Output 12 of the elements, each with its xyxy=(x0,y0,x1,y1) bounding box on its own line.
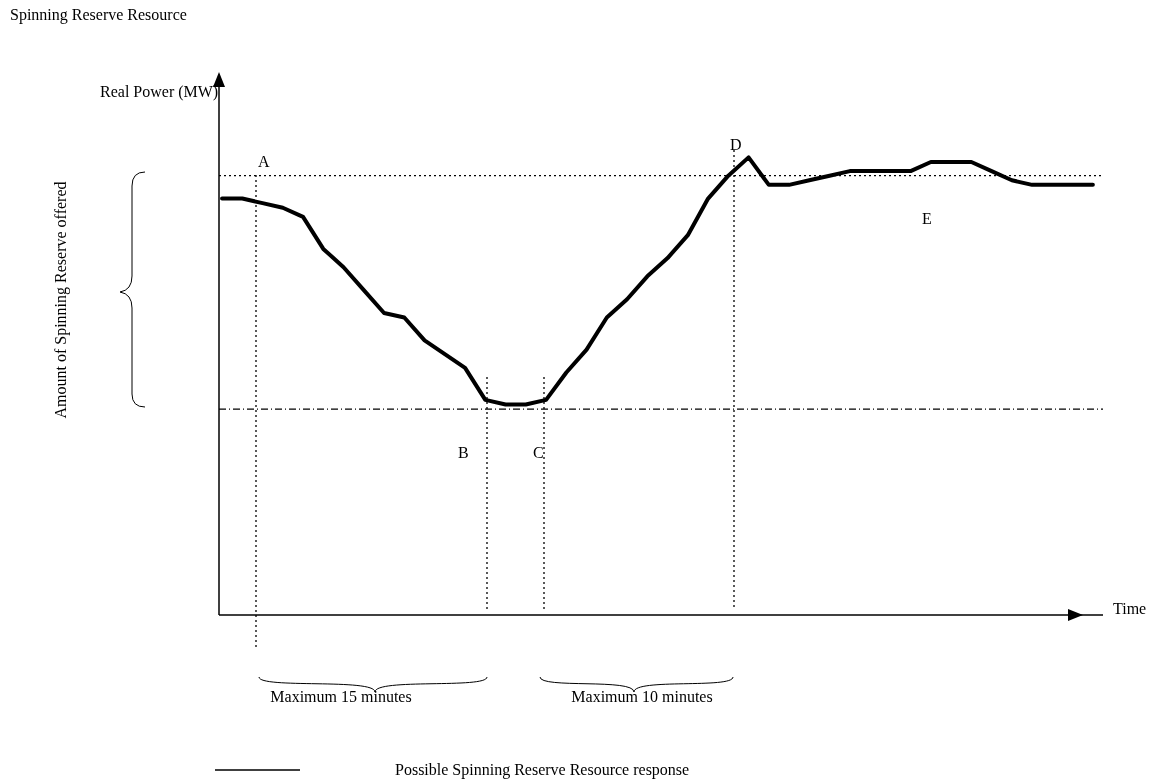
annotation: E xyxy=(922,210,932,227)
annotation: C xyxy=(533,444,544,461)
x-axis-title: Time xyxy=(1113,600,1147,617)
y-axis-title: Real Power (MW) xyxy=(100,83,219,101)
text: Maximum 15 minutes xyxy=(270,688,412,705)
annotation: B xyxy=(458,444,469,461)
annotation: A xyxy=(258,153,270,170)
chart-title: Spinning Reserve Resource xyxy=(10,6,187,24)
text: Amount of Spinning Reserve offered xyxy=(52,181,70,419)
text: D xyxy=(730,136,742,153)
text: Possible Spinning Reserve Resource response xyxy=(395,761,690,779)
text: Maximum 10 minutes xyxy=(571,688,713,705)
